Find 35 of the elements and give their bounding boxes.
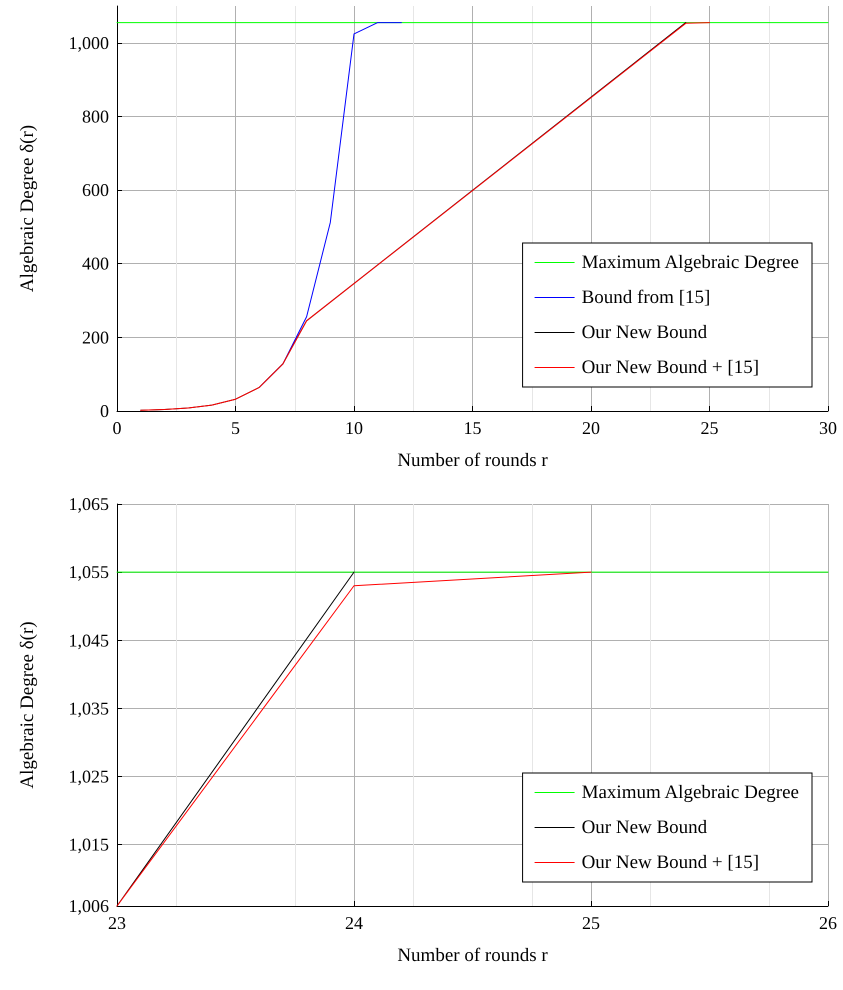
x-axis-title: Number of rounds r [397, 450, 548, 471]
legend-label: Our New Bound + [15] [582, 357, 760, 378]
x-tick-label: 20 [582, 418, 600, 438]
x-tick-label: 5 [231, 418, 240, 438]
x-tick-label: 30 [819, 418, 837, 438]
x-tick-label: 24 [345, 913, 363, 933]
y-tick-label: 1,035 [68, 698, 109, 718]
y-tick-label: 0 [100, 401, 109, 421]
legend-label: Our New Bound [582, 322, 708, 343]
y-tick-label: 1,045 [68, 630, 109, 650]
y-tick-label: 1,065 [68, 494, 109, 514]
y-tick-label: 600 [82, 180, 109, 200]
x-tick-label: 0 [112, 418, 122, 438]
x-tick-label: 25 [582, 913, 600, 933]
x-tick-label: 25 [700, 418, 718, 438]
legend-label: Maximum Algebraic Degree [582, 252, 799, 273]
x-tick-label: 15 [464, 418, 482, 438]
y-tick-label: 1,025 [68, 766, 109, 787]
y-tick-label: 800 [82, 106, 109, 126]
legend-label: Our New Bound [582, 817, 708, 838]
y-axis-title: Algebraic Degree δ(r) [17, 621, 38, 789]
y-tick-label: 400 [82, 254, 109, 274]
y-tick-label: 1,055 [68, 562, 109, 582]
x-axis-title: Number of rounds r [397, 945, 548, 966]
legend-label: Maximum Algebraic Degree [582, 782, 799, 803]
legend-label: Our New Bound + [15] [582, 852, 760, 873]
x-tick-label: 23 [108, 913, 126, 933]
y-axis-title: Algebraic Degree δ(r) [17, 124, 38, 292]
x-tick-label: 10 [345, 418, 363, 438]
legend-label: Bound from [15] [582, 287, 710, 308]
y-tick-label: 200 [82, 327, 109, 348]
y-tick-label: 1,000 [68, 32, 109, 53]
y-tick-label: 1,006 [68, 896, 109, 916]
y-tick-label: 1,015 [68, 834, 109, 855]
x-tick-label: 26 [819, 913, 837, 933]
